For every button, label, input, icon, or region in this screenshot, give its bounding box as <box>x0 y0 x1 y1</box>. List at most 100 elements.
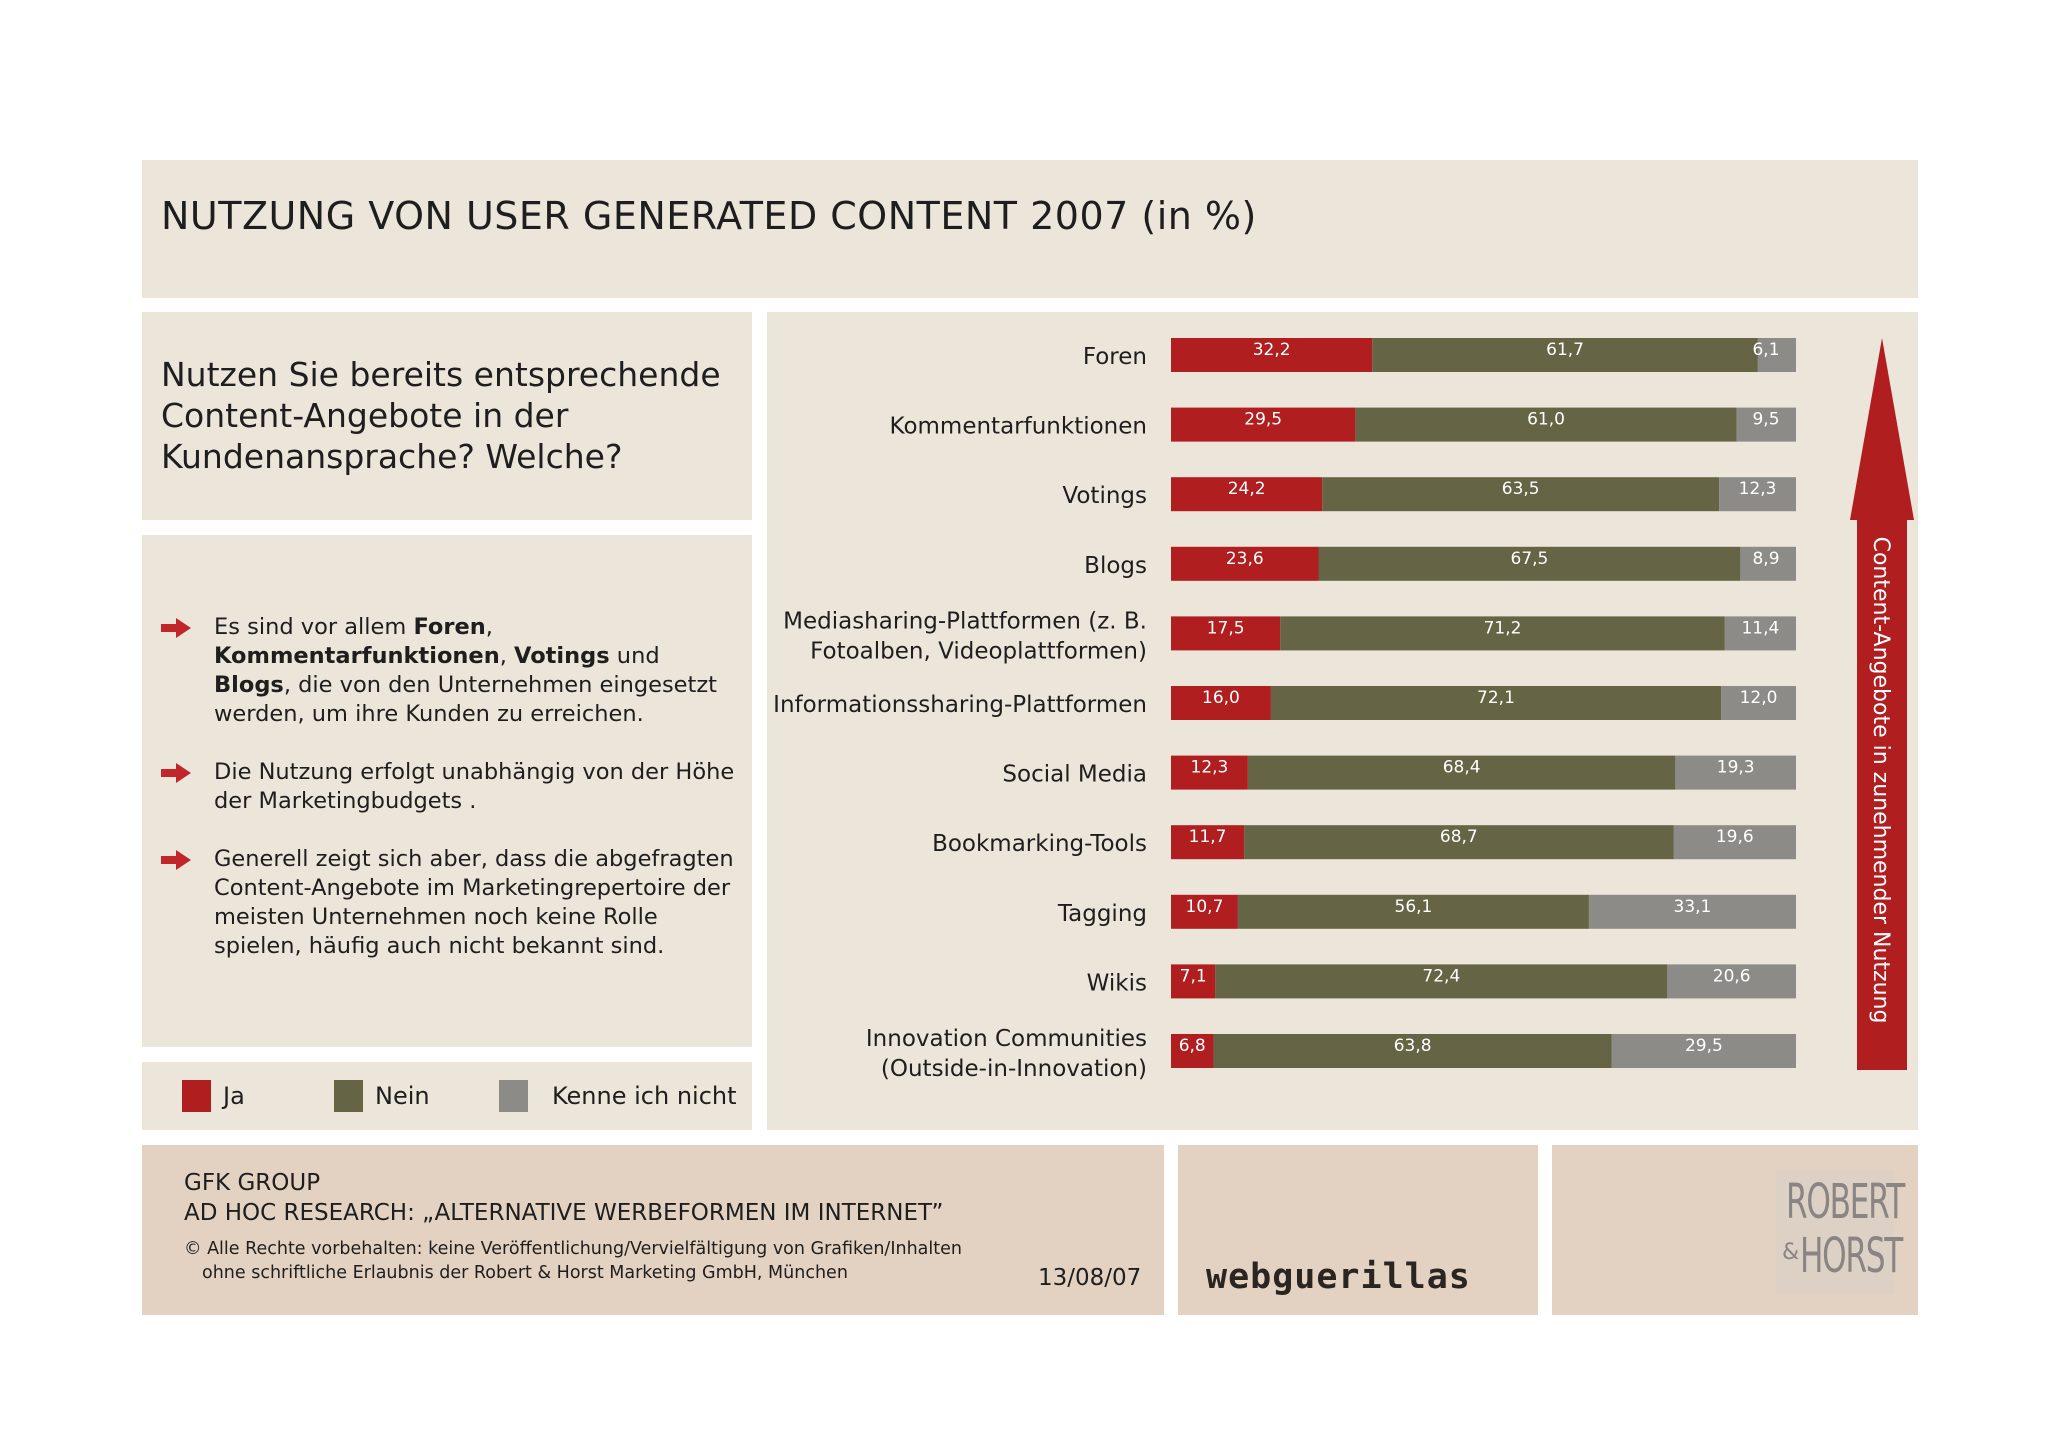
legend-item-ja: Ja <box>182 1080 245 1112</box>
bar-segment-kenne-ich-nicht <box>1673 825 1796 860</box>
finding-item: Es sind vor allem Foren, Kommentarfunkti… <box>160 613 740 729</box>
category-label: Foren <box>1083 344 1147 370</box>
category-label: Informationssharing-Plattformen <box>773 692 1147 718</box>
data-label-kenne-ich-nicht: 29,5 <box>1685 1036 1723 1056</box>
finding-item: Die Nutzung erfolgt unabhängig von der H… <box>160 758 740 816</box>
arrow-label: Content-Angebote in zunehmender Nutzung <box>1868 537 1893 1024</box>
finding-text: und <box>609 643 660 669</box>
data-label-kenne-ich-nicht: 11,4 <box>1741 618 1779 638</box>
data-label-kenne-ich-nicht: 19,3 <box>1717 758 1755 778</box>
category-label-line: Foren <box>1083 344 1147 370</box>
category-label: Bookmarking-Tools <box>932 831 1147 857</box>
category-label: Blogs <box>1084 553 1147 579</box>
data-label-kenne-ich-nicht: 33,1 <box>1674 897 1712 917</box>
data-label-nein: 63,5 <box>1502 479 1540 499</box>
data-label-ja: 24,2 <box>1228 479 1266 499</box>
bar-segment-kenne-ich-nicht <box>1588 894 1796 929</box>
footer-logo-webguerillas: webguerillas <box>1178 1145 1538 1315</box>
category-label-line: Votings <box>1062 483 1147 509</box>
finding-text: Blogs <box>214 672 284 698</box>
bar-segment-ja <box>1171 407 1356 442</box>
legend-label-kenne: Kenne ich nicht <box>552 1082 737 1110</box>
bar-segment-nein <box>1215 964 1668 999</box>
bar-segment-nein <box>1247 755 1676 790</box>
category-label-line: Informationssharing-Plattformen <box>773 692 1147 718</box>
bar-segment-ja <box>1171 477 1323 512</box>
category-label: Mediasharing-Plattformen (z. B. Fotoalben… <box>783 608 1147 664</box>
data-label-nein: 61,0 <box>1527 410 1565 430</box>
findings-panel: Es sind vor allem Foren, Kommentarfunkti… <box>142 535 752 1047</box>
bar-segment-kenne-ich-nicht <box>1757 338 1796 372</box>
data-label-nein: 63,8 <box>1394 1036 1432 1056</box>
data-label-nein: 68,4 <box>1443 758 1481 778</box>
bar-segment-ja <box>1171 1034 1214 1068</box>
category-label-line: Fotoalben, Videoplattformen) <box>810 638 1147 664</box>
bar-segment-nein <box>1213 1034 1612 1068</box>
bar-segment-ja <box>1171 964 1216 999</box>
category-label-line: Mediasharing-Plattformen (z. B. <box>783 608 1147 634</box>
data-label-nein: 61,7 <box>1546 340 1584 360</box>
robert-horst-logo: ROBERT & HORST <box>1776 1170 1905 1294</box>
data-label-nein: 56,1 <box>1395 897 1433 917</box>
data-label-ja: 7,1 <box>1180 966 1207 986</box>
footer-copyright-line1: © Alle Rechte vorbehalten: keine Veröffe… <box>184 1239 962 1259</box>
footer-copyright-line2: ohne schriftliche Erlaubnis der Robert &… <box>202 1263 848 1283</box>
data-label-nein: 72,4 <box>1422 966 1460 986</box>
webguerillas-logo: webguerillas <box>1206 1257 1471 1297</box>
legend-item-kenne: Kenne ich nicht <box>499 1080 737 1112</box>
category-label-line: Kommentarfunktionen <box>890 414 1147 440</box>
bar-segment-nein <box>1372 338 1758 372</box>
data-label-kenne-ich-nicht: 12,3 <box>1739 479 1777 499</box>
legend-label-ja: Ja <box>223 1082 245 1110</box>
data-label-nein: 67,5 <box>1511 549 1549 569</box>
data-label-kenne-ich-nicht: 8,9 <box>1752 549 1779 569</box>
legend-swatch-kenne <box>499 1080 528 1112</box>
finding-text: , <box>485 614 493 640</box>
data-label-ja: 23,6 <box>1226 549 1264 569</box>
finding-text: Votings <box>514 643 610 669</box>
category-label-line: Wikis <box>1087 970 1147 996</box>
finding-text: Es sind vor allem <box>214 614 414 640</box>
legend-label-nein: Nein <box>375 1082 430 1110</box>
category-label: Social Media <box>1002 762 1147 788</box>
data-label-ja: 16,0 <box>1202 688 1240 708</box>
data-label-ja: 29,5 <box>1244 410 1282 430</box>
bar-segment-ja <box>1171 338 1373 372</box>
finding-text: Die Nutzung erfolgt unabhängig von der H… <box>214 759 735 814</box>
bar-segment-kenne-ich-nicht <box>1611 1034 1796 1068</box>
bar-segment-kenne-ich-nicht <box>1721 686 1796 720</box>
trend-arrow-icon <box>1850 338 1914 1070</box>
data-label-nein: 71,2 <box>1484 618 1522 638</box>
data-label-ja: 11,7 <box>1189 827 1227 847</box>
arrow-bullet-icon <box>161 618 191 638</box>
data-label-ja: 32,2 <box>1253 340 1291 360</box>
category-label-line: Tagging <box>1057 901 1147 927</box>
finding-item: Generell zeigt sich aber, dass die abgef… <box>160 845 740 961</box>
data-label-ja: 10,7 <box>1186 897 1224 917</box>
bar-segment-ja <box>1171 546 1319 581</box>
bar-segment-kenne-ich-nicht <box>1675 755 1796 790</box>
bar-segment-kenne-ich-nicht <box>1667 964 1796 999</box>
footer-source: GFK GROUP AD HOC RESEARCH: „ALTERNATIVE … <box>142 1145 1164 1315</box>
bar-segment-kenne-ich-nicht <box>1724 616 1796 651</box>
bar-segment-ja <box>1171 616 1281 651</box>
data-label-nein: 72,1 <box>1477 688 1515 708</box>
category-label: Tagging <box>1057 901 1147 927</box>
bar-segment-kenne-ich-nicht <box>1719 477 1796 512</box>
legend-item-nein: Nein <box>334 1080 430 1112</box>
stacked-bar-chart: Foren 32,2 61,7 6,1 Kommentarfunktionen 29,5 6… <box>773 338 1914 1082</box>
category-label-line: Social Media <box>1002 762 1147 788</box>
legend: Ja Nein Kenne ich nicht <box>142 1062 752 1130</box>
bar-segment-nein <box>1355 407 1737 442</box>
chart-panel: Foren 32,2 61,7 6,1 Kommentarfunktionen 29,5 6… <box>767 312 1918 1130</box>
bar-segment-ja <box>1171 755 1248 790</box>
robert-horst-logo-robert: ROBERT <box>1786 1174 1905 1230</box>
data-label-ja: 6,8 <box>1179 1036 1206 1056</box>
question-panel: Nutzen Sie bereits entsprechende Content… <box>142 312 752 520</box>
arrow-bullet-icon <box>161 763 191 783</box>
category-label-line: Innovation Communities <box>866 1026 1147 1052</box>
bar-segment-nein <box>1280 616 1725 651</box>
data-label-kenne-ich-nicht: 9,5 <box>1752 410 1779 430</box>
category-label: Kommentarfunktionen <box>890 414 1147 440</box>
bar-segment-nein <box>1237 894 1589 929</box>
